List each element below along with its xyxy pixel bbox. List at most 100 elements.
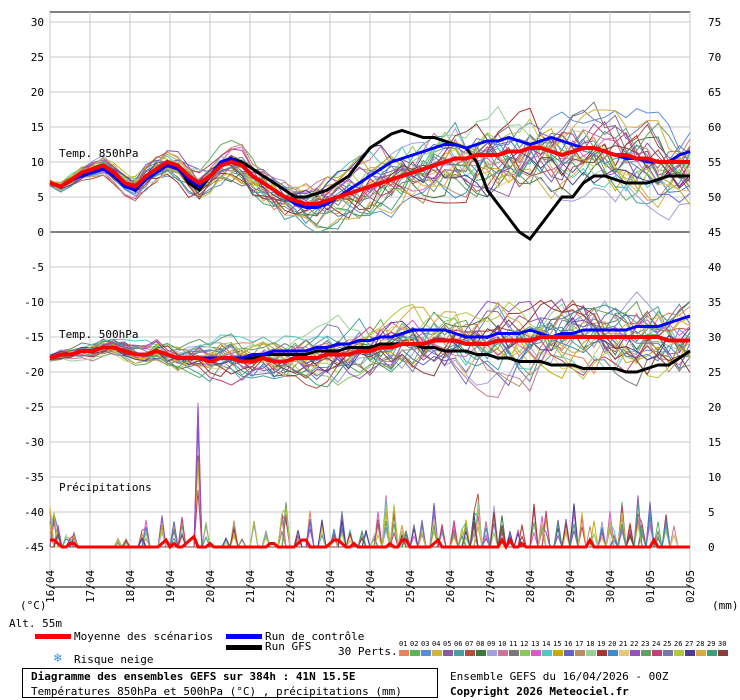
member-number: 05 [443,640,452,648]
date-tick-label: 27/04 [484,570,497,603]
left-tick-label: -35 [24,471,44,484]
member-swatch [399,650,409,656]
left-tick-label: -10 [24,296,44,309]
date-tick-label: 29/04 [564,570,577,603]
member-number: 08 [476,640,485,648]
member-swatch [542,650,552,656]
chart-info-box: Diagramme des ensembles GEFS sur 384h : … [22,668,438,698]
mean-line [49,335,690,364]
mean-precip-line [50,533,690,551]
date-tick-label: 26/04 [444,570,457,603]
snowflake-icon: ❄ [54,651,62,666]
member-number: 12 [520,640,529,648]
right-tick-label: 20 [708,401,721,414]
main-series [49,128,691,551]
date-tick-label: 25/04 [404,570,417,603]
legend-mean-label: Moyenne des scénarios [74,630,214,643]
perts-label: 30 Perts. [338,645,398,658]
date-tick-label: 02/05 [684,570,697,603]
date-tick-label: 19/04 [164,570,177,603]
date-tick-label: 20/04 [204,570,217,603]
member-line [49,107,691,219]
member-number: 25 [663,640,672,648]
member-line [49,109,691,229]
date-tick-label: 30/04 [604,570,617,603]
right-tick-label: 30 [708,331,721,344]
right-tick-label: 60 [708,121,721,134]
legend-mean-swatch [35,634,71,639]
member-number: 22 [630,640,639,648]
left-tick-label: -20 [24,366,44,379]
date-tick-label: 21/04 [244,570,257,603]
right-tick-label: 40 [708,261,721,274]
right-tick-label: 75 [708,16,721,29]
panel-label-precip: Précipitations [59,481,152,494]
member-swatch [421,650,431,656]
chart-title: Diagramme des ensembles GEFS sur 384h : … [31,670,356,683]
legend-snow-label: Risque neige [74,653,154,666]
left-tick-label: -30 [24,436,44,449]
left-tick-label: -45 [24,541,44,554]
member-swatch [520,650,530,656]
left-tick-label: -5 [31,261,44,274]
member-number: 14 [542,640,551,648]
member-swatch [553,650,563,656]
member-line [49,137,691,204]
date-tick-label: 28/04 [524,570,537,603]
member-swatch [498,650,508,656]
member-swatch [410,650,420,656]
date-tick-label: 23/04 [324,570,337,603]
date-tick-label: 18/04 [124,570,137,603]
member-line [49,301,691,372]
altitude-label: Alt. 55m [9,617,62,630]
member-number: 11 [509,640,518,648]
member-number: 30 [718,640,727,648]
left-tick-label: -15 [24,331,44,344]
date-tick-label: 17/04 [84,570,97,603]
left-tick-label: 10 [31,156,44,169]
member-number: 24 [652,640,661,648]
copyright: Copyright 2026 Meteociel.fr [450,685,629,698]
member-number: 16 [564,640,573,648]
right-axis-unit: (mm) [712,599,739,612]
member-swatch [685,650,695,656]
right-tick-label: 55 [708,156,721,169]
member-line [49,322,691,379]
member-number: 17 [575,640,584,648]
right-tick-label: 50 [708,191,721,204]
left-tick-label: 30 [31,16,44,29]
right-tick-label: 15 [708,436,721,449]
member-number: 18 [586,640,595,648]
date-tick-label: 01/05 [644,570,657,603]
panel-label-850: Temp. 850hPa [59,147,138,160]
left-tick-label: -40 [24,506,44,519]
legend-gfs-label: Run GFS [265,640,312,653]
member-swatch [663,650,673,656]
member-swatch [641,650,651,656]
member-line [49,303,691,385]
left-axis-ticks: 30 25 20 15 10 5 0 -5 -10 -15 -20 -25 -30 -35 -40 -45 [24,16,44,554]
member-swatch [619,650,629,656]
member-number: 13 [531,640,540,648]
member-line [49,326,691,386]
member-number: 20 [608,640,617,648]
right-tick-label: 45 [708,226,721,239]
legend-gfs-swatch [226,645,262,650]
date-axis-ticks: 16/04 17/04 18/04 19/04 20/04 21/04 22/04 23/04… [44,570,697,603]
member-line [49,301,691,388]
right-tick-label: 65 [708,86,721,99]
left-tick-label: 15 [31,121,44,134]
right-tick-label: 35 [708,296,721,309]
member-swatch [432,650,442,656]
member-number: 10 [498,640,507,648]
legend-control-swatch [226,634,262,639]
member-number: 02 [410,640,419,648]
member-swatch [718,650,728,656]
member-swatch [476,650,486,656]
left-tick-label: -25 [24,401,44,414]
left-tick-label: 5 [37,191,44,204]
left-tick-label: 25 [31,51,44,64]
member-line [49,298,691,380]
